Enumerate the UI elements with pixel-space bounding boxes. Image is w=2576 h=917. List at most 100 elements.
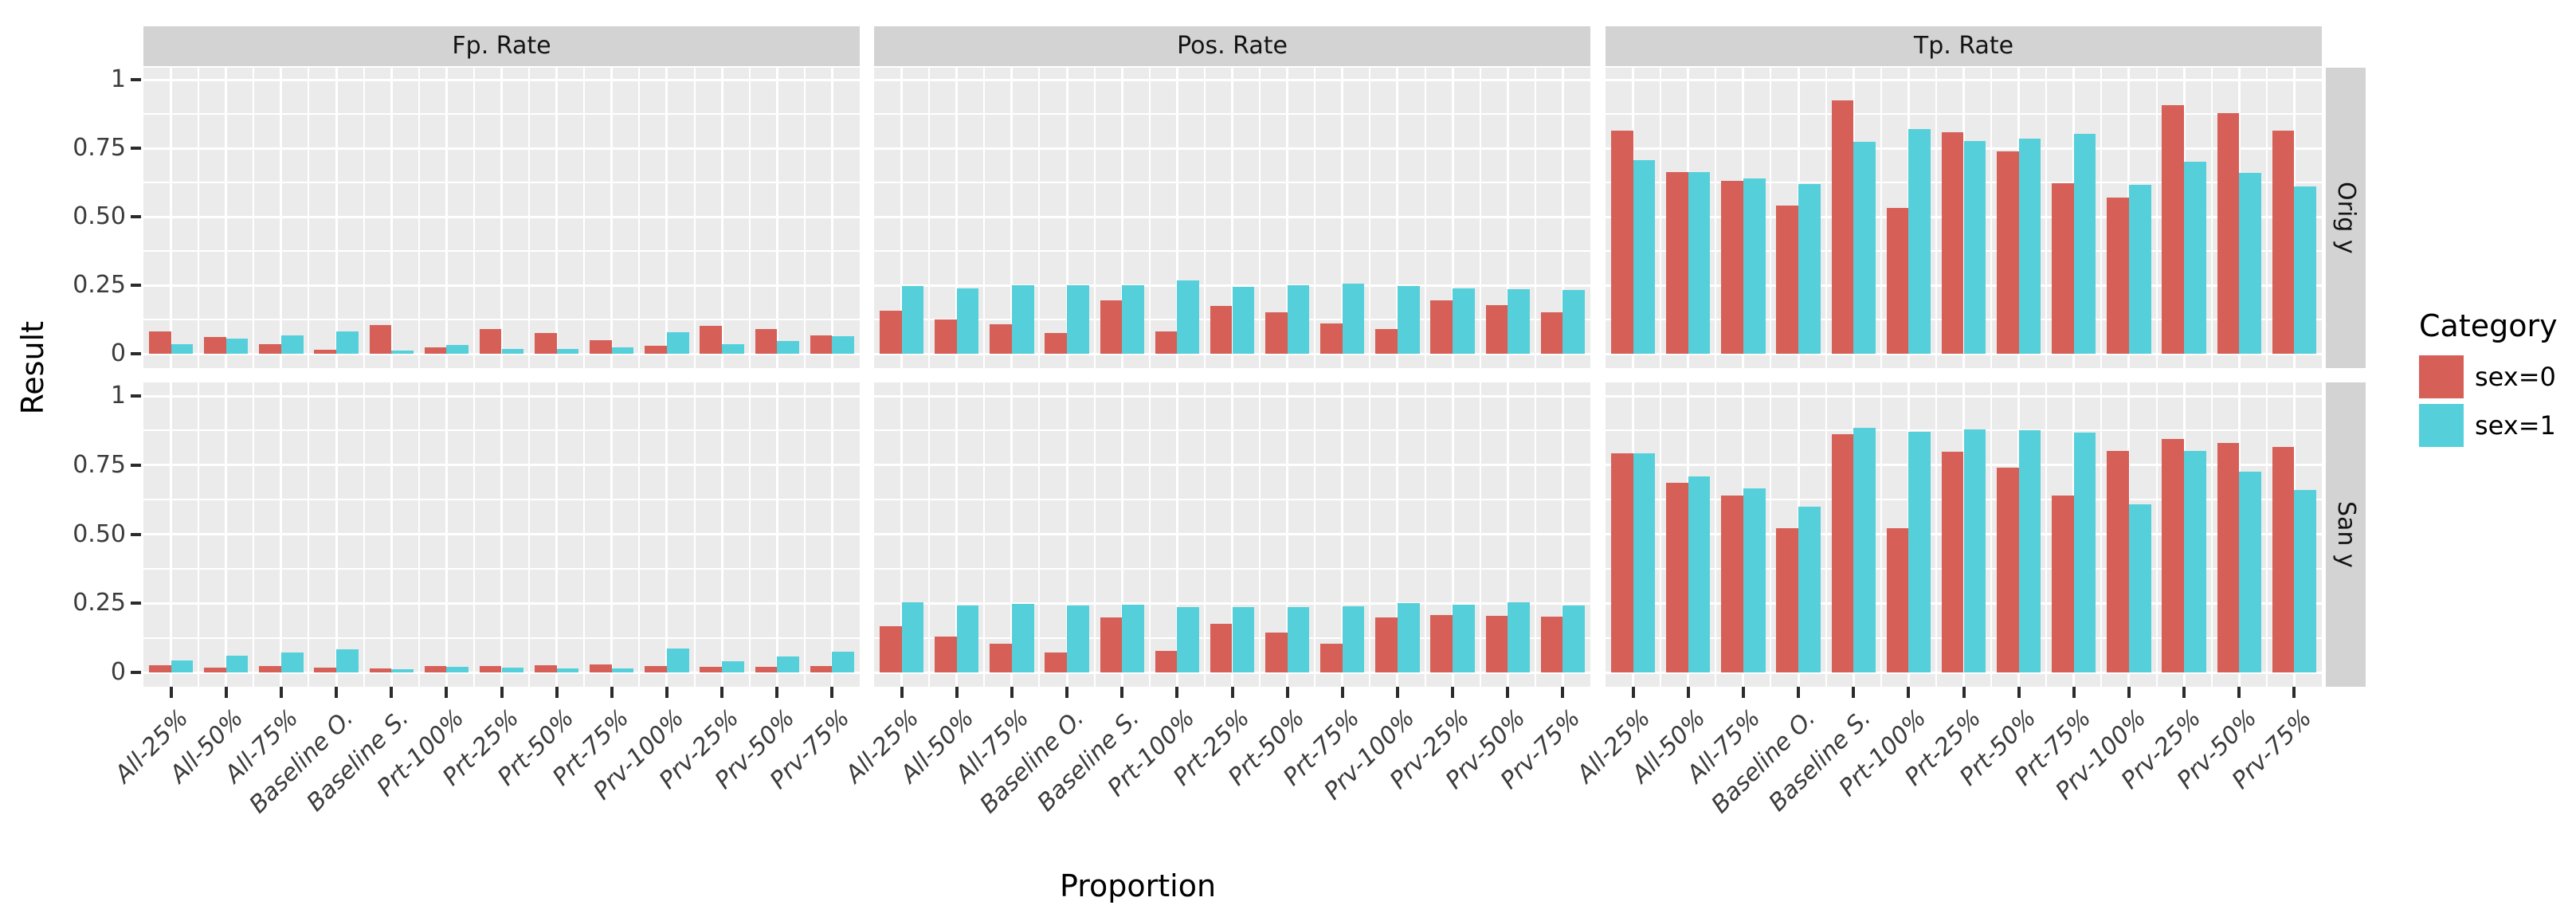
bar-sex0: [479, 329, 502, 354]
bar-sex0: [148, 331, 171, 354]
grid-minor-v: [363, 68, 365, 368]
bar-sex0: [2162, 438, 2185, 672]
grid-minor-v: [1479, 382, 1481, 687]
bar-sex1: [280, 652, 304, 672]
y-tick-mark: [131, 284, 141, 287]
bar-sex0: [259, 666, 281, 672]
grid-major-v: [500, 68, 503, 368]
bar-sex0: [424, 666, 447, 672]
grid-major-v: [775, 382, 778, 687]
bar-sex0: [1320, 643, 1343, 672]
bar-sex0: [645, 666, 667, 672]
bar-sex1: [2073, 133, 2096, 354]
bar-sex1: [1688, 171, 1711, 354]
bar-sex1: [2128, 184, 2151, 354]
grid-minor-v: [803, 68, 806, 368]
bar-sex0: [1264, 312, 1288, 354]
legend-item-sex1: sex=1: [2419, 404, 2558, 447]
grid-minor-v: [1148, 68, 1151, 368]
facet-panel: [1606, 68, 2322, 368]
grid-minor-v: [1093, 382, 1096, 687]
bar-sex0: [1210, 623, 1233, 672]
bar-sex1: [1743, 488, 1766, 672]
bar-sex1: [1011, 603, 1034, 672]
grid-minor-v: [1093, 68, 1096, 368]
bar-sex1: [225, 656, 249, 672]
grid-major-v: [390, 68, 393, 368]
x-tick-mark: [1907, 687, 1911, 698]
bar-sex0: [424, 347, 447, 354]
bar-sex0: [879, 626, 902, 672]
bar-sex0: [1430, 614, 1453, 672]
grid-minor-v: [1259, 68, 1261, 368]
grid-major-v: [280, 68, 283, 368]
bar-sex1: [1853, 427, 1876, 672]
x-tick-mark: [1395, 687, 1399, 698]
x-tick-mark: [1962, 687, 1966, 698]
grid-minor-v: [1203, 68, 1206, 368]
grid-minor-v: [2210, 382, 2213, 687]
grid-major-v: [1341, 382, 1344, 687]
legend-title: Category: [2419, 308, 2558, 343]
bar-sex1: [391, 669, 414, 672]
grid-minor-v: [1825, 382, 1827, 687]
y-tick-label: 0.50: [73, 519, 126, 548]
grid-minor-v: [528, 382, 531, 687]
bar-sex1: [1011, 285, 1034, 354]
grid-major-v: [1341, 68, 1344, 368]
bar-sex0: [879, 310, 902, 354]
bar-sex0: [2107, 198, 2129, 354]
bar-sex1: [446, 344, 469, 354]
x-tick-mark: [1797, 687, 1801, 698]
bar-sex0: [1831, 100, 1854, 354]
bar-sex0: [1045, 333, 1068, 354]
grid-minor-v: [1990, 382, 1993, 687]
grid-minor-v: [803, 382, 806, 687]
bar-sex1: [1287, 607, 1310, 672]
grid-minor-v: [1259, 382, 1261, 687]
x-tick-mark: [1741, 687, 1745, 698]
bar-sex1: [2018, 139, 2041, 354]
grid-major-v: [900, 382, 904, 687]
bar-sex1: [501, 349, 524, 354]
grid-major-v: [1120, 68, 1123, 368]
x-tick-mark: [2017, 687, 2021, 698]
grid-minor-v: [983, 68, 986, 368]
bar-sex0: [2217, 112, 2240, 354]
bar-sex1: [1453, 288, 1475, 354]
legend-swatch-sex0-icon: [2419, 355, 2464, 398]
grid-minor-v: [308, 382, 310, 687]
grid-major-v: [1175, 382, 1178, 687]
bar-sex1: [1342, 606, 1365, 672]
grid-minor-v: [1148, 382, 1151, 687]
bar-sex1: [722, 661, 744, 672]
facet-panel: [143, 68, 860, 368]
grid-minor-v: [1660, 68, 1662, 368]
y-tick-mark: [131, 78, 141, 81]
grid-major-v: [1231, 68, 1233, 368]
bar-sex1: [611, 668, 634, 672]
bar-sex1: [1633, 453, 1656, 672]
x-tick-mark: [1230, 687, 1234, 698]
grid-major-v: [1175, 68, 1178, 368]
grid-major-v: [720, 68, 723, 368]
facet-panel: [874, 382, 1590, 687]
bar-sex0: [1100, 617, 1123, 672]
bar-sex0: [810, 335, 833, 354]
grid-minor-v: [1880, 382, 1882, 687]
x-tick-mark: [775, 687, 779, 698]
bar-sex1: [1963, 140, 1986, 354]
bar-sex1: [1743, 178, 1766, 354]
grid-major-v: [1396, 382, 1399, 687]
x-tick-mark: [720, 687, 724, 698]
grid-major-v: [500, 382, 503, 687]
bar-sex1: [1963, 429, 1986, 672]
bar-sex0: [1941, 131, 1964, 354]
grid-minor-v: [2155, 68, 2158, 368]
grid-minor-v: [2210, 68, 2213, 368]
bar-sex1: [2239, 472, 2261, 672]
bar-sex0: [1375, 617, 1398, 672]
grid-minor-v: [1424, 382, 1426, 687]
x-tick-mark: [2182, 687, 2186, 698]
bar-sex1: [956, 288, 979, 354]
